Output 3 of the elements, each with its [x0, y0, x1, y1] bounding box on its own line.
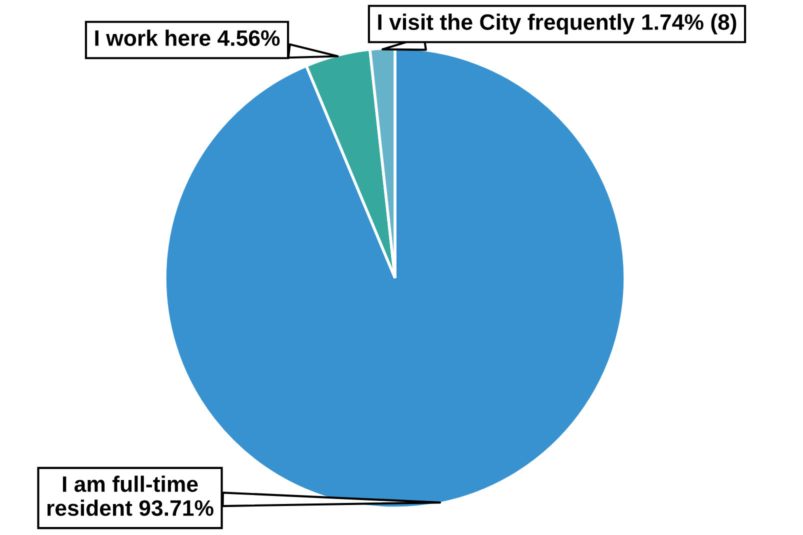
slice-label: I visit the City frequently 1.74% (8) [378, 14, 736, 34]
slice-label: I am full-time resident 93.71% [47, 476, 214, 516]
slice-label: I work here 4.56% [95, 30, 280, 46]
